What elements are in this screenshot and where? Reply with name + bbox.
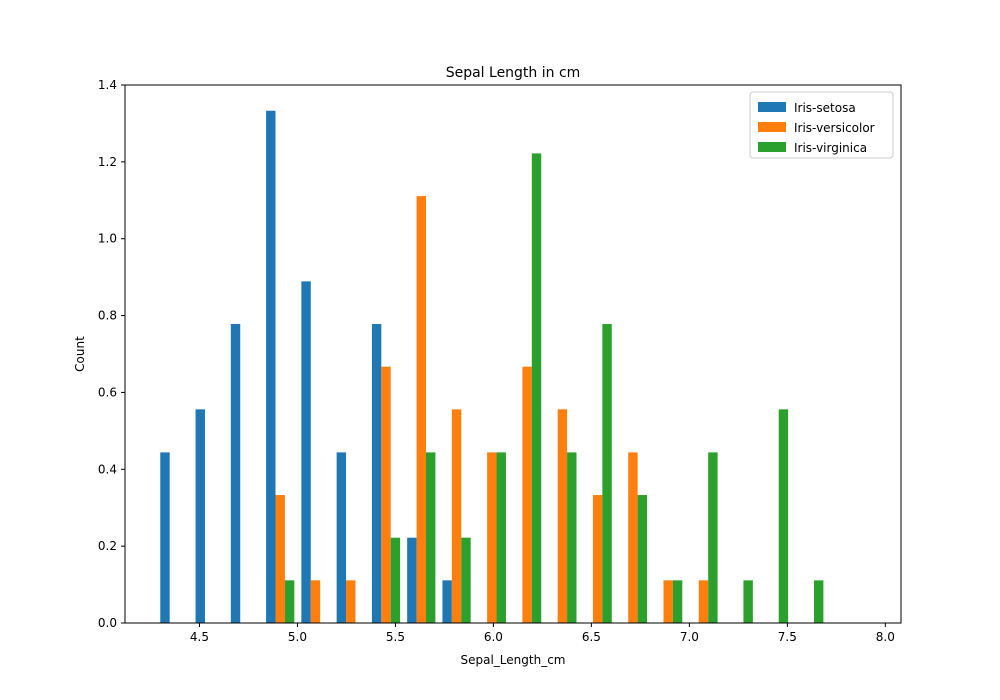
bar-iris-virginica-bin-18 [813, 580, 824, 623]
bars-group [160, 110, 824, 623]
x-tick-label: 7.5 [778, 630, 797, 644]
bar-iris-versicolor-bin-13 [628, 452, 638, 623]
bar-iris-setosa-bin-5 [336, 452, 347, 623]
x-tick-label: 6.5 [582, 630, 601, 644]
bar-iris-versicolor-bin-8 [451, 409, 462, 623]
bar-iris-virginica-bin-16 [743, 580, 753, 623]
y-tick-label: 0.8 [98, 309, 117, 323]
legend: Iris-setosa Iris-versicolor Iris-virginica [749, 91, 894, 159]
bar-iris-virginica-bin-12 [602, 324, 612, 623]
bar-iris-versicolor-bin-3 [275, 495, 285, 623]
chart-title: Sepal Length in cm [446, 65, 581, 81]
bar-iris-virginica-bin-10 [531, 153, 542, 623]
y-tick-label: 0.6 [98, 385, 117, 399]
x-tick-label: 7.0 [680, 630, 699, 644]
bar-iris-setosa-bin-6 [371, 324, 382, 623]
bar-iris-versicolor-bin-5 [346, 580, 356, 623]
bar-iris-virginica-bin-3 [284, 580, 295, 623]
x-tick-label: 8.0 [876, 630, 895, 644]
x-tick-label: 5.0 [288, 630, 307, 644]
bar-iris-virginica-bin-13 [637, 495, 648, 623]
y-axis-label: Count [73, 336, 87, 372]
plot-frame [124, 84, 902, 624]
y-tick-label: 0.0 [98, 616, 117, 630]
bar-iris-versicolor-bin-14 [663, 580, 673, 623]
bar-iris-virginica-bin-11 [567, 452, 577, 623]
bar-iris-virginica-bin-14 [672, 580, 683, 623]
legend-label: Iris-virginica [794, 141, 867, 155]
y-axis: 0.0 0.2 0.4 0.6 0.8 1.0 1.2 1.4 [98, 78, 125, 630]
bar-iris-virginica-bin-7 [425, 452, 436, 623]
bar-iris-setosa-bin-7 [407, 537, 417, 623]
bar-iris-virginica-bin-15 [708, 452, 718, 623]
x-tick-label: 4.5 [190, 630, 209, 644]
bar-iris-virginica-bin-17 [778, 409, 789, 623]
y-tick-label: 1.4 [98, 78, 117, 92]
bar-iris-virginica-bin-8 [461, 537, 471, 623]
bar-iris-setosa-bin-0 [160, 452, 170, 623]
legend-label: Iris-setosa [794, 101, 856, 115]
legend-swatch [758, 102, 786, 112]
bar-iris-versicolor-bin-15 [698, 580, 709, 623]
bar-iris-setosa-bin-4 [301, 281, 311, 623]
bar-iris-setosa-bin-3 [266, 110, 276, 623]
bar-iris-setosa-bin-8 [442, 580, 452, 623]
bar-iris-virginica-bin-9 [496, 452, 506, 623]
bar-iris-versicolor-bin-10 [522, 366, 532, 623]
x-tick-label: 5.5 [386, 630, 405, 644]
bar-iris-versicolor-bin-4 [310, 580, 321, 623]
legend-swatch [758, 142, 786, 152]
y-tick-label: 0.4 [98, 462, 117, 476]
x-axis: 4.5 5.0 5.5 6.0 6.5 7.0 7.5 8.0 [190, 623, 895, 644]
y-tick-label: 1.2 [98, 155, 117, 169]
x-tick-label: 6.0 [484, 630, 503, 644]
bar-iris-setosa-bin-2 [230, 324, 241, 623]
bar-iris-virginica-bin-6 [390, 537, 401, 623]
legend-label: Iris-versicolor [794, 121, 875, 135]
y-tick-label: 1.0 [98, 232, 117, 246]
bar-iris-versicolor-bin-11 [557, 409, 568, 623]
bar-iris-versicolor-bin-9 [487, 452, 497, 623]
bar-iris-versicolor-bin-6 [381, 366, 391, 623]
y-tick-label: 0.2 [98, 539, 117, 553]
bar-iris-setosa-bin-1 [195, 409, 205, 623]
bar-iris-versicolor-bin-12 [592, 495, 603, 623]
legend-swatch [758, 122, 786, 132]
x-axis-label: Sepal_Length_cm [461, 653, 566, 667]
bar-iris-versicolor-bin-7 [416, 196, 426, 623]
